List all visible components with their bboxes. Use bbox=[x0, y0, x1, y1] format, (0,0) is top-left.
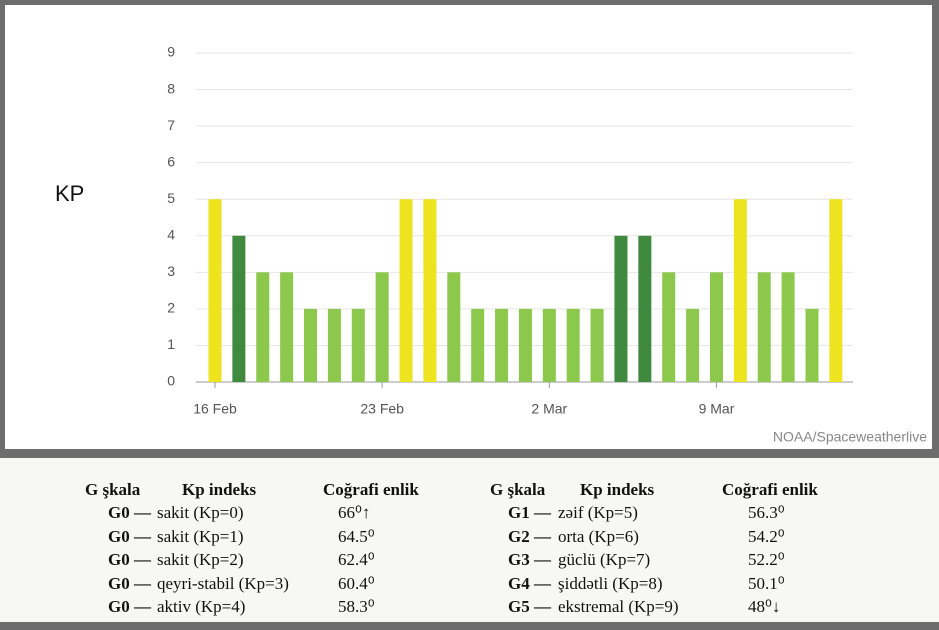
bar bbox=[232, 235, 246, 382]
table-cell: 62.4⁰ bbox=[338, 550, 375, 569]
x-tick-label: 16 Feb bbox=[193, 401, 237, 417]
bar bbox=[351, 308, 365, 382]
table-cell: G4 — bbox=[508, 573, 551, 593]
table-cell: sakit (Kp=1) bbox=[157, 526, 244, 546]
bar bbox=[662, 272, 676, 382]
bar bbox=[709, 272, 723, 382]
table-cell: şiddətli (Kp=8) bbox=[558, 573, 663, 593]
table-cell: aktiv (Kp=4) bbox=[157, 597, 246, 616]
table-cell: G3 — bbox=[508, 550, 551, 569]
bar bbox=[304, 308, 318, 382]
table-header: G şkala bbox=[85, 480, 141, 499]
bar bbox=[781, 272, 795, 382]
bar bbox=[805, 308, 819, 382]
table-cell: G2 — bbox=[508, 526, 551, 546]
table-cell: 56.3⁰ bbox=[748, 503, 785, 522]
table-cell: G0 — bbox=[108, 573, 151, 593]
table-cell: G0 — bbox=[108, 526, 151, 546]
table-header: Coğrafi enlik bbox=[323, 480, 419, 499]
table-cell: orta (Kp=6) bbox=[558, 526, 639, 546]
table-cell: 48⁰↓ bbox=[748, 597, 781, 616]
y-tick-label: 8 bbox=[167, 80, 175, 96]
y-tick-label: 9 bbox=[167, 44, 175, 60]
x-tick-label: 2 Mar bbox=[531, 401, 567, 417]
bar bbox=[614, 235, 628, 382]
bar bbox=[733, 199, 747, 382]
table-cell: G1 — bbox=[508, 503, 551, 522]
chart: KP NOAA/Spaceweatherlive 0 1 2 3 4 5 6 7 8 9 16 Fe… bbox=[55, 44, 927, 445]
x-tick-label: 9 Mar bbox=[699, 401, 735, 417]
bar bbox=[566, 308, 580, 382]
y-tick-label: 5 bbox=[167, 190, 175, 206]
bar bbox=[590, 308, 604, 382]
bar bbox=[686, 308, 700, 382]
table-header: G şkala bbox=[490, 480, 546, 499]
bar bbox=[399, 199, 413, 382]
table-cell: ekstremal (Kp=9) bbox=[558, 597, 679, 616]
table-cell: zəif (Kp=5) bbox=[558, 503, 638, 522]
bar bbox=[829, 199, 843, 382]
bar bbox=[327, 308, 341, 382]
bar bbox=[495, 308, 509, 382]
y-tick-label: 0 bbox=[167, 373, 175, 389]
bar bbox=[375, 272, 389, 382]
table-cell: 66⁰↑ bbox=[338, 503, 371, 522]
table-cell: 52.2⁰ bbox=[748, 550, 785, 569]
bar bbox=[208, 199, 222, 382]
table-cell: 54.2⁰ bbox=[748, 526, 785, 546]
y-tick-label: 1 bbox=[167, 336, 175, 352]
y-axis-label: KP bbox=[55, 181, 84, 206]
table-cell: qeyri-stabil (Kp=3) bbox=[157, 573, 289, 593]
bar bbox=[757, 272, 771, 382]
bar bbox=[638, 235, 652, 382]
chart-panel: KP NOAA/Spaceweatherlive 0 1 2 3 4 5 6 7 8 9 16 Fe… bbox=[5, 5, 932, 449]
y-tick-label: 3 bbox=[167, 263, 175, 279]
bar bbox=[542, 308, 556, 382]
table-cell: 60.4⁰ bbox=[338, 573, 375, 593]
y-tick-label: 4 bbox=[167, 226, 175, 242]
bar bbox=[471, 308, 485, 382]
table-cell: 64.5⁰ bbox=[338, 526, 375, 546]
table-cell: güclü (Kp=7) bbox=[558, 550, 651, 569]
table-cell: sakit (Kp=2) bbox=[157, 550, 244, 569]
y-tick-label: 2 bbox=[167, 300, 175, 316]
y-tick-label: 7 bbox=[167, 117, 175, 133]
bar bbox=[256, 272, 270, 382]
table-cell: G0 — bbox=[108, 597, 151, 616]
table-header: Kp indeks bbox=[580, 480, 655, 499]
table-cell: G5 — bbox=[508, 597, 551, 616]
table-cell: G0 — bbox=[108, 550, 151, 569]
table-header: Coğrafi enlik bbox=[722, 480, 818, 499]
bar bbox=[447, 272, 461, 382]
table-cell: sakit (Kp=0) bbox=[157, 503, 244, 522]
table-cell: 58.3⁰ bbox=[338, 597, 375, 616]
bar bbox=[518, 308, 532, 382]
table-cell: 50.1⁰ bbox=[748, 573, 785, 593]
table-header: Kp indeks bbox=[182, 480, 257, 499]
y-tick-label: 6 bbox=[167, 153, 175, 169]
table-cell: G0 — bbox=[108, 503, 151, 522]
legend-table: G şkala Kp indeks Coğrafi enlik G0 — sakit (… bbox=[0, 458, 939, 622]
bar bbox=[280, 272, 294, 382]
source: NOAA/Spaceweatherlive bbox=[773, 429, 927, 445]
x-tick-label: 23 Feb bbox=[360, 401, 404, 417]
bar bbox=[423, 199, 437, 382]
